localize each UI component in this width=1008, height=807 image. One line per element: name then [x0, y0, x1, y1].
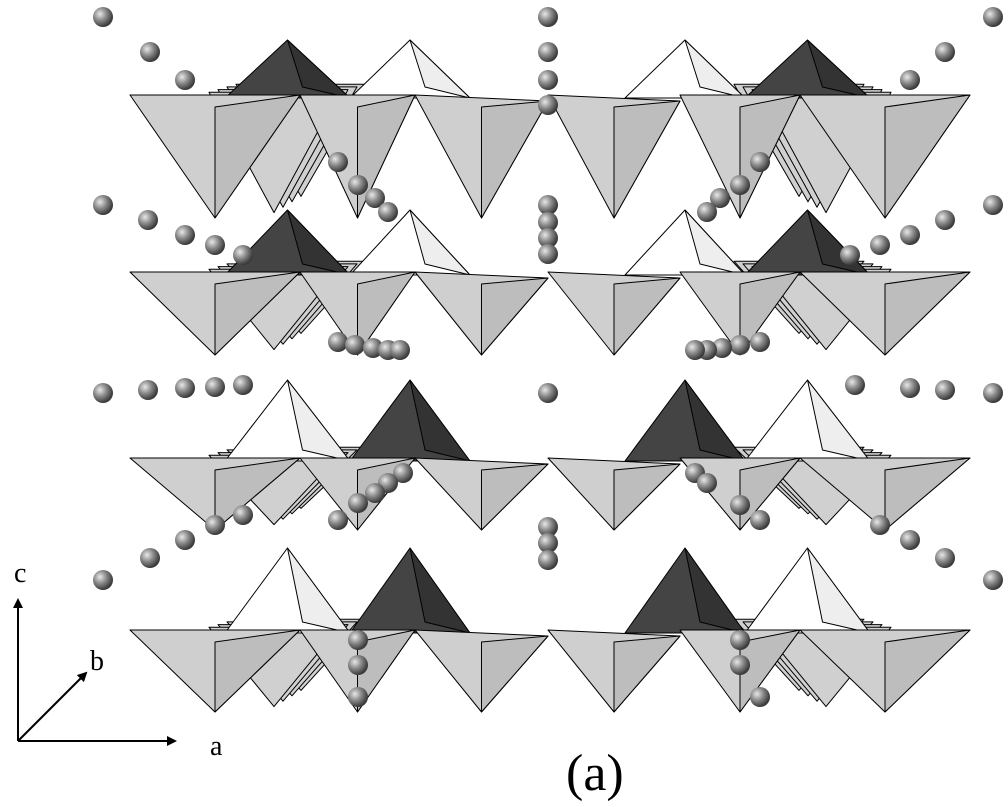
atom [175, 378, 195, 398]
atom [138, 210, 158, 230]
polyhedron-face [885, 272, 970, 355]
atom [538, 70, 558, 90]
atom [730, 335, 750, 355]
atom [205, 515, 225, 535]
atom [900, 530, 920, 550]
atom [175, 530, 195, 550]
polyhedron-face [482, 636, 549, 712]
atom [233, 505, 253, 525]
atom [348, 175, 368, 195]
atom [538, 550, 558, 570]
atom [348, 687, 368, 707]
atom [538, 244, 558, 264]
atom [328, 152, 348, 172]
atom [348, 655, 368, 675]
atom [345, 335, 365, 355]
atom [730, 175, 750, 195]
atom [233, 375, 253, 395]
atom [697, 473, 717, 493]
b-axis-arrow [18, 673, 86, 741]
atom [390, 340, 410, 360]
atom [697, 202, 717, 222]
atom [205, 377, 225, 397]
atom [983, 7, 1003, 27]
atom [870, 515, 890, 535]
axis-label: b [90, 646, 104, 677]
atom [983, 383, 1003, 403]
polyhedra [130, 40, 970, 712]
atom [205, 235, 225, 255]
polyhedron-face [885, 458, 970, 530]
polyhedron-face [885, 95, 970, 218]
polyhedron-face [482, 101, 549, 218]
atom [730, 495, 750, 515]
atom [140, 42, 160, 62]
atom [935, 210, 955, 230]
atom [538, 42, 558, 62]
atom [175, 70, 195, 90]
atom [365, 483, 385, 503]
atom [538, 7, 558, 27]
atom [138, 380, 158, 400]
atom [730, 630, 750, 650]
atom [750, 332, 770, 352]
panel-label: (a) [566, 745, 624, 802]
atom [328, 510, 348, 530]
atom [983, 195, 1003, 215]
axis-label: a [210, 731, 223, 762]
atom [140, 548, 160, 568]
atom [900, 378, 920, 398]
atom [93, 570, 113, 590]
atom [935, 42, 955, 62]
polyhedron-face [482, 464, 549, 530]
atom [93, 195, 113, 215]
atom [538, 383, 558, 403]
atom [233, 245, 253, 265]
polyhedron-face [482, 278, 549, 355]
atom [983, 570, 1003, 590]
polyhedron-face [614, 101, 680, 218]
atom [935, 548, 955, 568]
atom [175, 225, 195, 245]
polyhedron-face [614, 464, 680, 530]
atom [935, 380, 955, 400]
atom [93, 383, 113, 403]
polyhedron-face [885, 630, 970, 712]
atom [730, 655, 750, 675]
polyhedron-face [614, 636, 680, 712]
crystal-structure-figure: c b a (a) [0, 0, 1008, 807]
atom [750, 152, 770, 172]
atom [870, 235, 890, 255]
atom [845, 375, 865, 395]
axis-label: c [14, 558, 26, 589]
atom [685, 340, 705, 360]
atom [348, 493, 368, 513]
atom [900, 70, 920, 90]
page: c b a (a) (() => { const data = JSON.par… [0, 0, 1008, 807]
atom [750, 687, 770, 707]
atom [328, 332, 348, 352]
atom [348, 630, 368, 650]
atom [538, 95, 558, 115]
atom [750, 510, 770, 530]
atom [900, 225, 920, 245]
atom [93, 7, 113, 27]
atom [840, 245, 860, 265]
atom [378, 202, 398, 222]
polyhedron-face [614, 278, 680, 355]
